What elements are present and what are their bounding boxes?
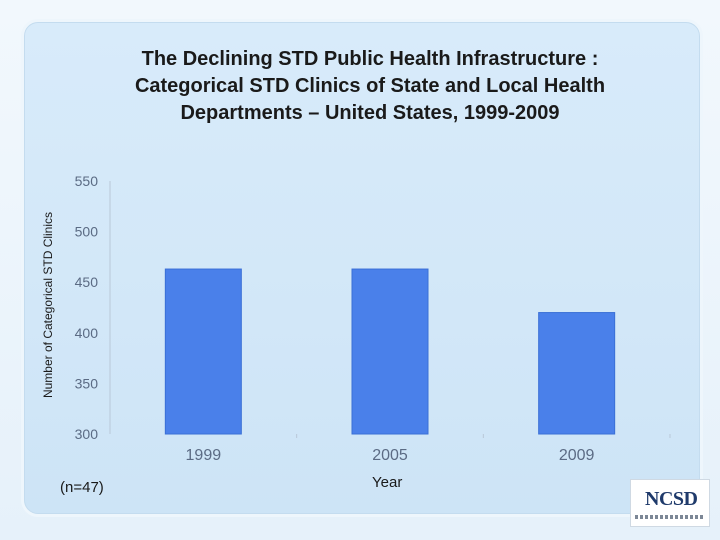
y-tick-label: 300 [75,426,99,442]
bar-1999 [164,268,242,435]
y-tick-label: 500 [75,224,99,240]
bar-2005 [351,268,429,435]
y-tick-label: 450 [75,274,99,290]
bar-2009 [538,312,616,435]
logo-text: NCSD [645,488,698,510]
logo-subtitle-line [635,515,705,519]
x-tick-label: 2005 [372,447,408,464]
x-tick-label: 2009 [559,447,595,464]
y-tick-label: 400 [75,325,99,341]
chart-title-line-2: Categorical STD Clinics of State and Loc… [134,75,606,97]
sample-size-note: (n=47) [60,479,104,496]
x-tick-label: 1999 [186,447,222,464]
chart-title-line-3: Departments – United States, 1999-2009 [180,102,560,124]
ncsd-logo: NCSD [630,479,710,527]
chart-title: The Declining STD Public Health Infrastr… [90,46,650,127]
x-axis-label: Year [372,474,403,491]
y-tick-label: 350 [75,375,99,391]
y-tick-label: 550 [75,173,99,189]
chart-title-line-1: The Declining STD Public Health Infrastr… [141,48,599,70]
